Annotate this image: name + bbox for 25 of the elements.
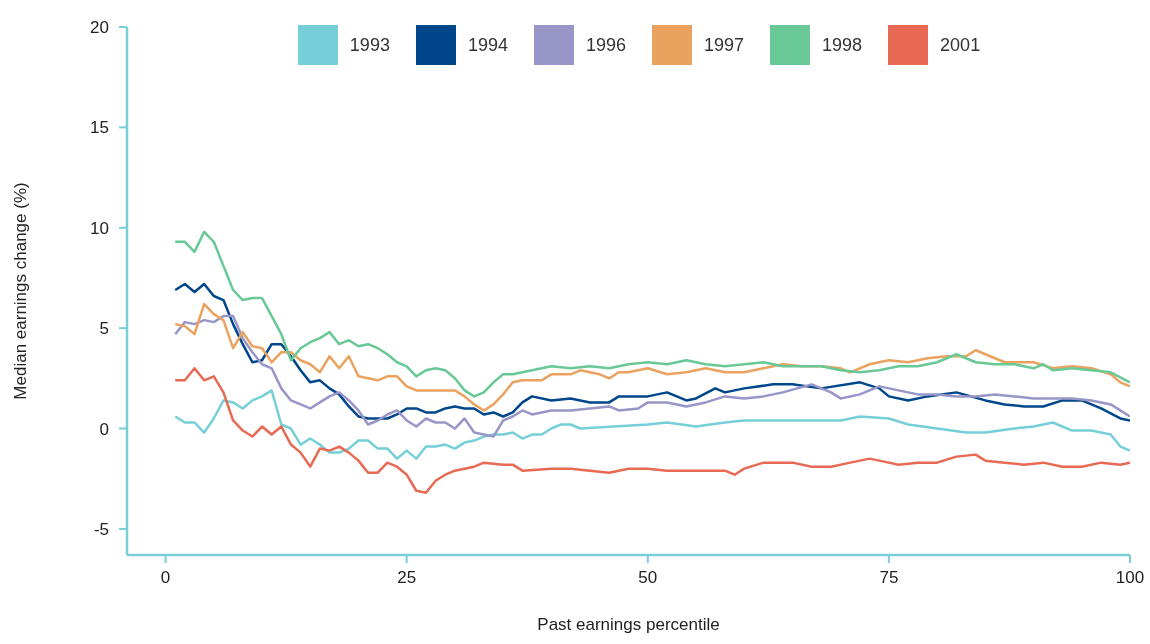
y-axis-title: Median earnings change (%) xyxy=(11,182,31,400)
legend-label: 1996 xyxy=(585,34,626,56)
x-tick-label: 0 xyxy=(160,568,171,588)
legend-label: 2001 xyxy=(940,34,981,56)
x-tick-label: 100 xyxy=(1115,568,1145,588)
line-series xyxy=(173,367,1130,495)
y-tick-label: 15 xyxy=(90,118,109,138)
x-tick-label: 50 xyxy=(638,568,658,588)
line-series xyxy=(173,302,1130,412)
line-series xyxy=(173,314,1130,438)
y-tick-label: 5 xyxy=(99,319,109,339)
line-series xyxy=(173,389,1130,460)
line-series xyxy=(173,230,1130,398)
y-tick-label: -5 xyxy=(93,519,109,539)
legend-label: 1993 xyxy=(349,34,390,56)
legend-label: 1997 xyxy=(704,34,745,56)
legend-label: 1998 xyxy=(822,34,863,56)
y-tick-label: 0 xyxy=(99,419,109,439)
x-tick-label: 25 xyxy=(397,568,417,588)
legend-label: 1994 xyxy=(467,34,508,56)
y-tick-label: 20 xyxy=(90,18,109,38)
y-tick-label: 10 xyxy=(90,218,109,238)
x-axis-title: Past earnings percentile xyxy=(537,615,720,634)
x-tick-label: 75 xyxy=(879,568,899,588)
line-series xyxy=(173,282,1130,422)
